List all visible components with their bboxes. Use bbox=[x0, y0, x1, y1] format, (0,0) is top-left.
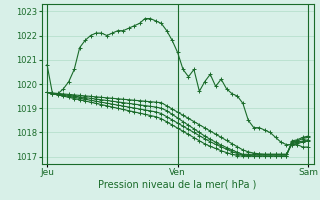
X-axis label: Pression niveau de la mer( hPa ): Pression niveau de la mer( hPa ) bbox=[99, 180, 257, 190]
